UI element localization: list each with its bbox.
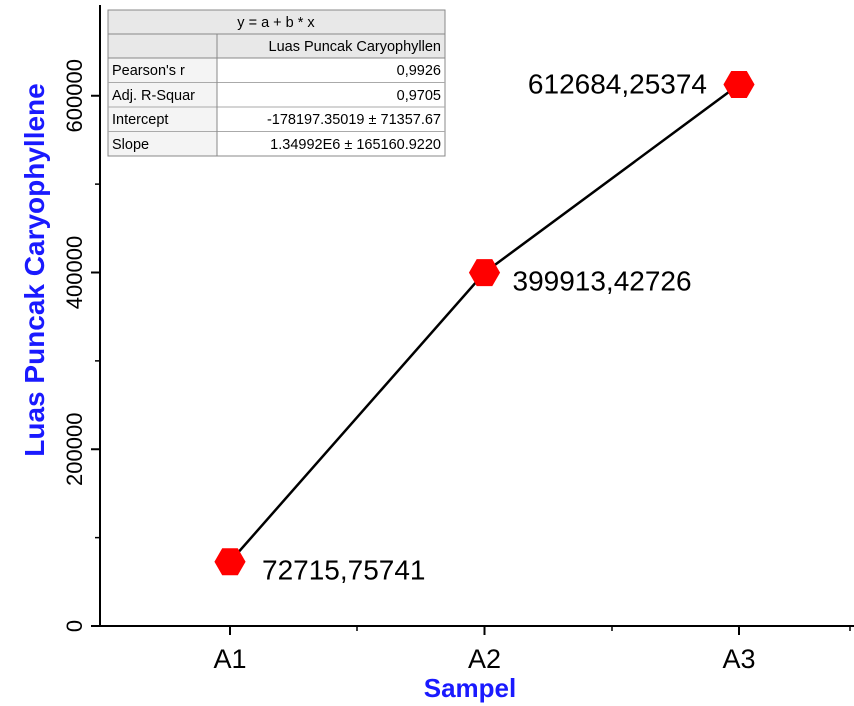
table-row-value: -178197.35019 ± 71357.67 <box>267 112 441 128</box>
table-row-label: Slope <box>112 137 149 153</box>
table-row-value: 0,9926 <box>397 63 441 79</box>
table-subheader-bg <box>108 34 217 58</box>
table-header-bg <box>108 10 445 34</box>
x-axis-label: Sampel <box>424 673 517 703</box>
data-point-marker <box>468 259 501 287</box>
table-row-value: 0,9705 <box>397 88 441 104</box>
table-row-value: 1.34992E6 ± 165160.9220 <box>270 137 441 153</box>
data-label: 72715,75741 <box>262 555 426 586</box>
y-axis-label: Luas Puncak Caryophyllene <box>19 83 50 456</box>
fit-results-table: y = a + b * x Luas Puncak Caryophyllen P… <box>107 9 446 157</box>
x-tick-label: A1 <box>213 644 246 674</box>
x-axis-ticks: A1 A2 A3 <box>213 626 851 674</box>
data-point-marker <box>214 548 246 576</box>
table-row-label: Adj. R-Squar <box>112 88 195 104</box>
y-tick-label: 600000 <box>62 59 87 132</box>
table-column-header-bg <box>217 34 445 58</box>
y-tick-label: 400000 <box>62 236 87 309</box>
data-label: 399913,42726 <box>513 266 692 297</box>
y-tick-label: 0 <box>62 620 87 632</box>
data-label: 612684,25374 <box>528 69 707 100</box>
series-markers <box>214 71 755 576</box>
x-tick-label: A2 <box>468 644 501 674</box>
y-axis-ticks: 0 200000 400000 600000 <box>62 59 100 632</box>
table-row-label: Intercept <box>112 112 168 128</box>
data-point-marker <box>723 71 755 98</box>
table-column-header: Luas Puncak Caryophyllen <box>269 39 442 55</box>
table-equation: y = a + b * x <box>237 15 315 31</box>
data-labels: 72715,75741 399913,42726 612684,25374 <box>262 69 707 586</box>
x-tick-label: A3 <box>722 644 755 674</box>
table-row-label: Pearson's r <box>112 63 185 79</box>
y-tick-label: 200000 <box>62 413 87 486</box>
